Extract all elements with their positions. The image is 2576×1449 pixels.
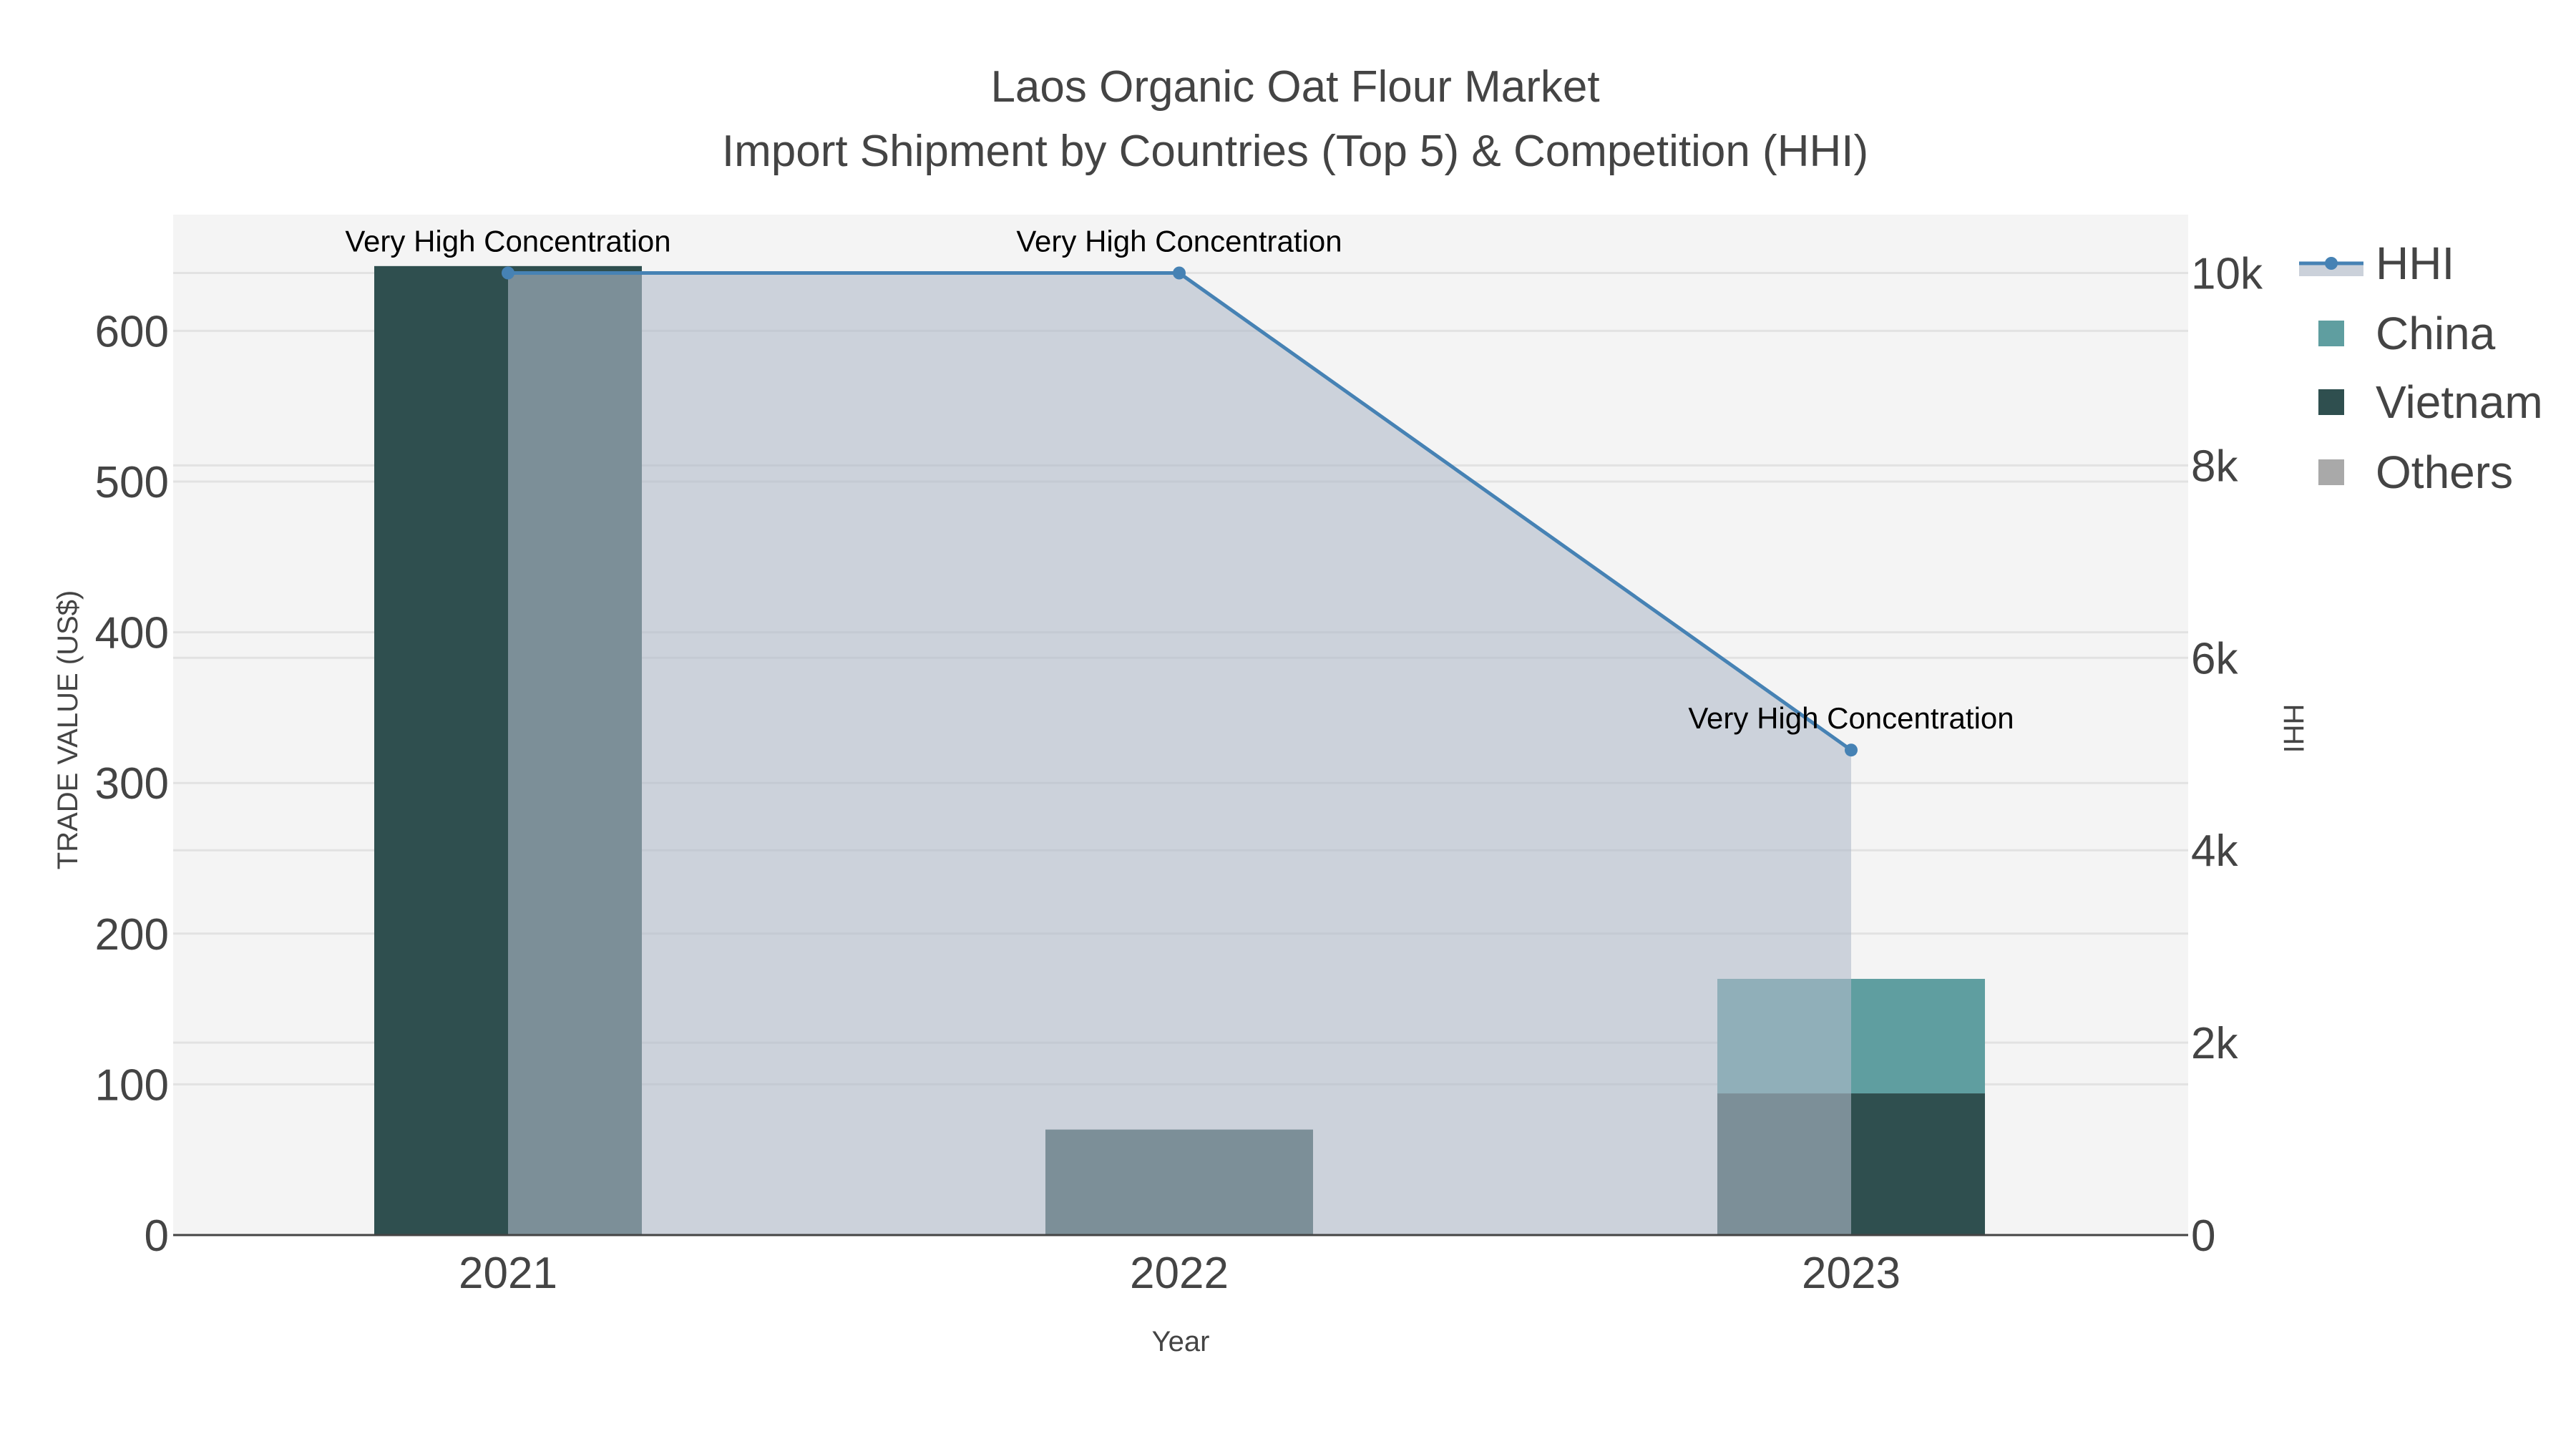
chart-title-line1: Laos Organic Oat Flour Market (990, 62, 1599, 112)
y-left-axis-title: TRADE VALUE (US$) (52, 590, 84, 869)
hhi-point-2021[interactable] (502, 266, 514, 280)
y-right-tick-label: 8k (2191, 441, 2238, 491)
y-left-tick-label: 200 (95, 910, 169, 960)
x-axis-title: Year (1152, 1326, 1210, 1357)
annotation-2021: Very High Concentration (345, 225, 670, 258)
y-right-axis-title: HHI (2278, 704, 2309, 753)
legend-swatch-icon (2318, 321, 2344, 346)
y-right-tick-label: 10k (2191, 250, 2263, 299)
annotations: Very High Concentration Very High Concent… (345, 225, 2014, 736)
y-left-tick-label: 100 (95, 1060, 169, 1110)
legend-item-hhi[interactable]: HHI (2299, 238, 2454, 289)
x-tick-label: 2022 (1130, 1249, 1229, 1298)
hhi-point-2023[interactable] (1845, 743, 1858, 757)
annotation-2023: Very High Concentration (1688, 701, 2014, 735)
legend-label: Vietnam (2376, 376, 2543, 428)
y-left-tick-label: 500 (95, 458, 169, 507)
y-right-tick-label: 4k (2191, 826, 2238, 876)
annotation-2022: Very High Concentration (1016, 225, 1342, 258)
hhi-points (502, 266, 1858, 757)
legend-swatch-icon (2318, 459, 2344, 485)
legend-item-china[interactable]: China (2318, 308, 2496, 359)
y-left-axis-ticks: 0 100 200 300 400 500 600 (95, 307, 169, 1261)
legend: HHI China Vietnam Others (2299, 238, 2543, 498)
chart-title-line2: Import Shipment by Countries (Top 5) & C… (722, 127, 1868, 176)
y-left-tick-label: 600 (95, 307, 169, 356)
x-tick-label: 2021 (459, 1249, 557, 1298)
legend-line-icon (2325, 257, 2338, 270)
hhi-point-2022[interactable] (1173, 266, 1186, 280)
legend-swatch-icon (2318, 389, 2344, 415)
y-right-tick-label: 2k (2191, 1019, 2238, 1068)
x-tick-label: 2023 (1802, 1249, 1901, 1298)
legend-item-others[interactable]: Others (2318, 447, 2513, 498)
y-left-tick-label: 400 (95, 609, 169, 658)
y-right-tick-label: 0 (2191, 1211, 2215, 1261)
legend-label: HHI (2376, 238, 2454, 289)
x-axis-ticks: 2021 2022 2023 (459, 1249, 1901, 1298)
y-right-axis-ticks: 0 2k 4k 6k 8k 10k (2191, 250, 2263, 1262)
legend-label: China (2376, 308, 2496, 359)
y-left-tick-label: 300 (95, 759, 169, 809)
y-left-tick-label: 0 (145, 1211, 169, 1261)
legend-label: Others (2376, 447, 2513, 498)
legend-item-vietnam[interactable]: Vietnam (2318, 376, 2543, 428)
y-right-tick-label: 6k (2191, 634, 2238, 683)
